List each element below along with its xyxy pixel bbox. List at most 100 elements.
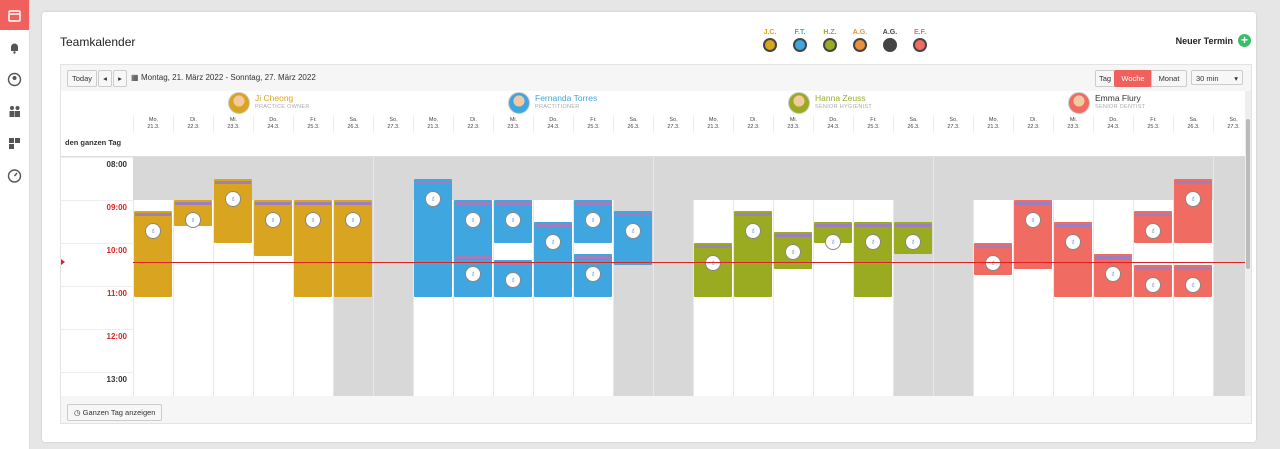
appointment[interactable]: ♁ <box>894 221 932 254</box>
appointment[interactable]: ♁ <box>174 200 212 228</box>
day-header[interactable]: Fr. 25.3. <box>573 115 613 133</box>
legend-item[interactable]: A.G. <box>877 29 903 52</box>
appointment[interactable]: ♁ <box>734 210 772 297</box>
day-date: 22.3. <box>747 124 760 130</box>
sidebar-item-bell[interactable] <box>0 32 29 62</box>
appointment[interactable]: ♁ <box>1054 221 1092 297</box>
appointment[interactable]: ♁ <box>1134 264 1172 297</box>
appointment-status-bar <box>1015 202 1051 205</box>
appointment[interactable]: ♁ <box>574 200 612 243</box>
day-header[interactable]: So. 27.3. <box>373 115 413 133</box>
appointment[interactable]: ♁ <box>254 200 292 256</box>
day-date: 27.3. <box>667 124 680 130</box>
appointment[interactable]: ♁ <box>1134 210 1172 243</box>
prev-button[interactable]: ◂ <box>98 70 112 87</box>
day-name: Mi. <box>1069 117 1078 123</box>
view-woche-button[interactable]: Woche <box>1114 70 1152 87</box>
day-column[interactable] <box>653 157 693 396</box>
sidebar-item-calendar[interactable] <box>0 0 29 30</box>
day-header[interactable]: Sa. 26.3. <box>333 115 373 133</box>
day-header[interactable]: Fr. 25.3. <box>853 115 893 133</box>
today-button[interactable]: Today <box>67 70 97 87</box>
day-name: Mi. <box>509 117 518 123</box>
day-column[interactable] <box>373 157 413 396</box>
day-header[interactable]: Mo. 21.3. <box>133 115 173 133</box>
appointment[interactable]: ♁ <box>214 178 252 243</box>
view-tag-button[interactable]: Tag <box>1095 70 1115 87</box>
sidebar-item-team[interactable] <box>0 96 29 126</box>
sidebar-item-user[interactable] <box>0 64 29 94</box>
appointment[interactable]: ♁ <box>814 221 852 250</box>
day-header[interactable]: Mi. 23.3. <box>213 115 253 133</box>
scrollbar-thumb[interactable] <box>1246 119 1250 269</box>
appointment-status-bar <box>335 202 371 205</box>
appointment[interactable]: ♁ <box>334 200 372 297</box>
legend-item[interactable]: J.C. <box>757 29 783 52</box>
day-header[interactable]: Di. 22.3. <box>453 115 493 133</box>
appointment[interactable]: ♁ <box>534 221 572 297</box>
day-header[interactable]: Sa. 26.3. <box>613 115 653 133</box>
sidebar-item-grid[interactable] <box>0 128 29 158</box>
legend-item[interactable]: A.G. <box>847 29 873 52</box>
day-name: Do. <box>549 117 558 123</box>
appointment[interactable]: ♁ <box>854 221 892 297</box>
day-name: Mi. <box>789 117 798 123</box>
appointment[interactable]: ♁ <box>694 243 732 297</box>
legend-item[interactable]: E.F. <box>907 29 933 52</box>
show-all-day-button[interactable]: ◷ Ganzen Tag anzeigen <box>67 404 163 421</box>
appointment[interactable]: ♁ <box>494 200 532 243</box>
day-header[interactable]: Mo. 21.3. <box>693 115 733 133</box>
appointment[interactable]: ♁ <box>614 210 652 265</box>
appointment-status-bar <box>295 202 331 205</box>
day-header[interactable]: Di. 22.3. <box>1013 115 1053 133</box>
day-header[interactable]: So. 27.3. <box>1213 115 1245 133</box>
scrollbar[interactable] <box>1245 91 1251 396</box>
appointment[interactable]: ♁ <box>134 210 172 297</box>
day-header[interactable]: So. 27.3. <box>933 115 973 133</box>
day-header[interactable]: Sa. 26.3. <box>1173 115 1213 133</box>
grid-icon <box>9 137 20 149</box>
day-header[interactable]: So. 27.3. <box>653 115 693 133</box>
appointment[interactable]: ♁ <box>494 260 532 297</box>
closed-hours <box>853 157 893 200</box>
appointment[interactable]: ♁ <box>454 253 492 297</box>
day-header[interactable]: Do. 24.3. <box>253 115 293 133</box>
day-date: 22.3. <box>1027 124 1040 130</box>
appointment[interactable]: ♁ <box>1094 253 1132 297</box>
day-header[interactable]: Fr. 25.3. <box>1133 115 1173 133</box>
legend-item[interactable]: F.T. <box>787 29 813 52</box>
day-header[interactable]: Sa. 26.3. <box>893 115 933 133</box>
legend-initials: E.F. <box>913 29 927 36</box>
next-button[interactable]: ▸ <box>113 70 127 87</box>
view-monat-button[interactable]: Monat <box>1151 70 1187 87</box>
day-name: Mo. <box>428 117 439 123</box>
day-header[interactable]: Mi. 23.3. <box>493 115 533 133</box>
day-header[interactable]: Di. 22.3. <box>733 115 773 133</box>
appointment[interactable]: ♁ <box>574 253 612 297</box>
day-header[interactable]: Mo. 21.3. <box>413 115 453 133</box>
day-header[interactable]: Mi. 23.3. <box>773 115 813 133</box>
avatar <box>228 92 250 114</box>
day-header[interactable]: Mi. 23.3. <box>1053 115 1093 133</box>
sidebar-item-dashboard[interactable] <box>0 160 29 190</box>
interval-select[interactable]: 30 min ▾ <box>1191 70 1243 85</box>
appointment[interactable]: ♁ <box>1174 264 1212 297</box>
appointment[interactable]: ♁ <box>1014 200 1052 269</box>
day-header[interactable]: Fr. 25.3. <box>293 115 333 133</box>
appointment[interactable]: ♁ <box>1174 178 1212 243</box>
day-column[interactable] <box>1213 157 1245 396</box>
appointment[interactable]: ♁ <box>774 232 812 269</box>
tooth-icon: ♁ <box>425 190 441 207</box>
day-header[interactable]: Di. 22.3. <box>173 115 213 133</box>
appointment[interactable]: ♁ <box>974 243 1012 276</box>
day-header[interactable]: Do. 24.3. <box>813 115 853 133</box>
day-header[interactable]: Mo. 21.3. <box>973 115 1013 133</box>
appointment[interactable]: ♁ <box>294 200 332 297</box>
day-column[interactable] <box>933 157 973 396</box>
new-appointment-button[interactable]: Neuer Termin + <box>1176 34 1251 47</box>
appointment[interactable]: ♁ <box>414 178 452 297</box>
week-grid[interactable]: den ganzen Tag 08:00 09:00 10:00 11:00 12:00… <box>61 91 1245 396</box>
day-header[interactable]: Do. 24.3. <box>1093 115 1133 133</box>
day-header[interactable]: Do. 24.3. <box>533 115 573 133</box>
legend-item[interactable]: H.Z. <box>817 29 843 52</box>
